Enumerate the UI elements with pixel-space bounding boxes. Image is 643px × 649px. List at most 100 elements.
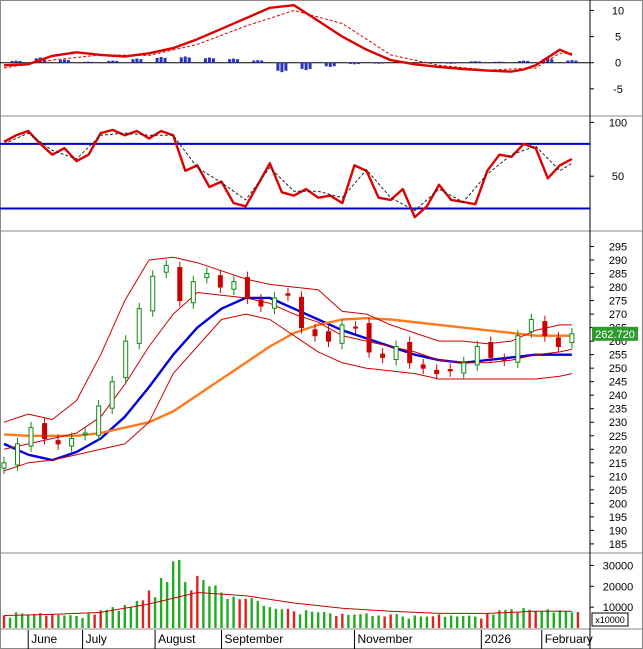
volume-bar xyxy=(87,613,90,628)
histogram-bar xyxy=(570,60,574,63)
volume-bar xyxy=(443,616,447,628)
tick-label: 270 xyxy=(609,309,627,321)
volume-bar xyxy=(534,611,537,628)
tick-label: 255 xyxy=(609,350,627,362)
tick-label: 20000 xyxy=(603,581,634,593)
price-panel xyxy=(1,256,575,475)
volume-bar xyxy=(190,590,193,628)
volume-bar xyxy=(389,614,392,628)
volume-bar xyxy=(165,581,169,628)
tick-label: 195 xyxy=(609,512,627,524)
volume-bar xyxy=(45,615,48,628)
last-price-label: 262.720 xyxy=(595,329,635,341)
candle-body xyxy=(150,275,156,312)
volume-bar xyxy=(178,559,181,628)
tick-label: 280 xyxy=(609,282,627,294)
volume-bar xyxy=(274,608,278,628)
histogram-bar xyxy=(356,62,360,65)
candle-body xyxy=(204,273,210,279)
tick-label: 5 xyxy=(615,32,621,44)
volume-bar xyxy=(111,607,114,628)
histogram-bar xyxy=(87,61,91,63)
candle-body xyxy=(461,362,467,374)
histogram-bar xyxy=(497,61,501,63)
candle-body xyxy=(326,331,332,342)
candle-body xyxy=(1,462,7,469)
histogram-bar xyxy=(42,58,46,63)
candle-body xyxy=(109,381,115,409)
volume-bar xyxy=(335,616,338,628)
volume-bar xyxy=(486,613,489,628)
histogram-bar xyxy=(453,62,457,64)
histogram-bar xyxy=(280,62,284,73)
stochastic-d-line xyxy=(3,132,573,212)
x-axis-label: September xyxy=(225,632,284,646)
histogram-bar xyxy=(62,59,66,63)
histogram-bar xyxy=(155,57,159,63)
candle-body xyxy=(569,333,575,343)
candle-body xyxy=(353,326,359,329)
volume-bar xyxy=(244,598,247,628)
x-axis-label: November xyxy=(357,632,412,646)
volume-bar xyxy=(26,614,30,628)
histogram-bar xyxy=(381,62,385,64)
volume-unit-box xyxy=(591,612,629,627)
candle-body xyxy=(420,364,426,369)
histogram-bar xyxy=(526,60,530,63)
volume-bar xyxy=(159,577,163,628)
histogram-bar xyxy=(501,61,505,63)
histogram-bar xyxy=(304,62,308,71)
volume-bar xyxy=(153,597,157,628)
volume-bar xyxy=(250,598,253,628)
volume-bar xyxy=(298,614,302,628)
x-axis-label: July xyxy=(86,632,107,646)
tick-label: 100 xyxy=(609,117,627,129)
volume-bar xyxy=(262,605,265,628)
volume-bar xyxy=(2,615,6,628)
volume-bar xyxy=(14,612,18,628)
candle-body xyxy=(339,324,345,344)
volume-bar xyxy=(184,582,187,628)
candle-body xyxy=(271,297,277,309)
candle-body xyxy=(285,293,291,296)
candle-body xyxy=(244,277,250,299)
candle-body xyxy=(366,323,372,353)
volume-bar xyxy=(401,616,404,628)
candle-body xyxy=(69,437,75,447)
volume-bar xyxy=(371,616,374,628)
histogram-bar xyxy=(550,59,554,63)
candle-body xyxy=(434,369,440,375)
tick-label: 30000 xyxy=(603,560,634,572)
candle-body xyxy=(488,341,494,358)
volume-bar xyxy=(552,612,555,628)
volume-bar xyxy=(33,614,36,628)
tick-label: -5 xyxy=(613,84,623,96)
histogram-bar xyxy=(107,60,111,63)
volume-bar xyxy=(576,612,580,628)
histogram-bar xyxy=(332,62,336,67)
tick-label: 185 xyxy=(609,539,627,551)
volume-bar xyxy=(8,617,12,628)
candle-body xyxy=(542,321,548,337)
tick-label: 245 xyxy=(609,377,627,389)
candle-body xyxy=(82,432,88,435)
middle-line xyxy=(3,292,573,450)
candle-body xyxy=(474,346,480,366)
histogram-bar xyxy=(518,60,522,63)
candle-body xyxy=(42,423,48,439)
volume-bar xyxy=(383,616,386,628)
histogram-bar xyxy=(83,61,87,63)
histogram-bar xyxy=(566,60,570,63)
volume-bar xyxy=(135,600,139,628)
candle-body xyxy=(528,319,534,333)
tick-label: 295 xyxy=(609,242,627,254)
x-axis-label: June xyxy=(31,632,57,646)
volume-ma-line xyxy=(3,591,572,616)
histogram-bar xyxy=(260,60,264,63)
volume-bar xyxy=(238,599,241,628)
volume-bar xyxy=(329,613,332,628)
histogram-bar xyxy=(477,61,481,63)
volume-bar xyxy=(522,608,525,628)
candle-body xyxy=(515,335,521,363)
volume-bar xyxy=(510,609,513,628)
